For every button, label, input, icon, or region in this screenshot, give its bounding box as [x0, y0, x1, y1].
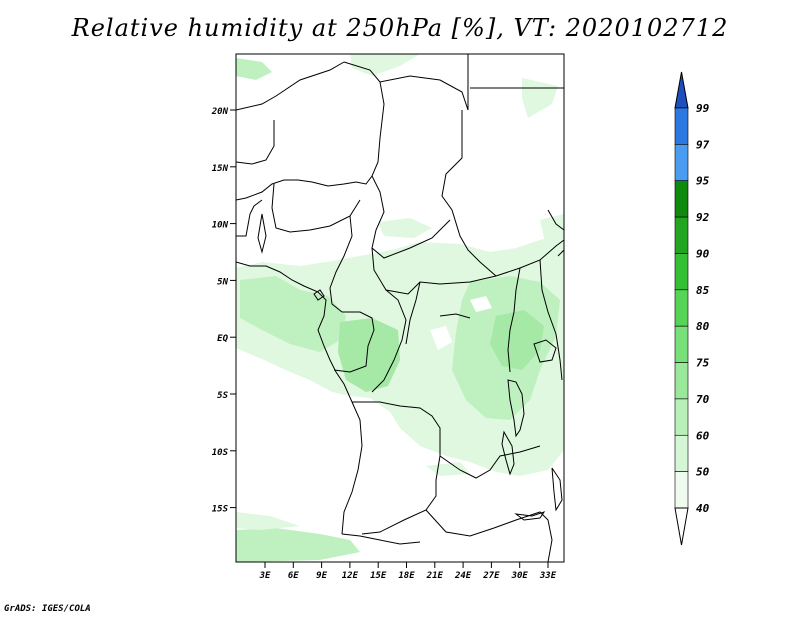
- shade-patch-sw: [236, 528, 360, 562]
- island-bioko: [313, 289, 325, 301]
- border-angola-zambia: [361, 455, 441, 535]
- lat-label: 15N: [212, 164, 229, 174]
- border-drc-zambia: [439, 445, 541, 479]
- shade-hole-1: [430, 326, 452, 350]
- border-misc-1: [405, 281, 421, 345]
- lon-label: 33E: [539, 571, 557, 581]
- border-north-3: [379, 54, 469, 111]
- lat-label: 20N: [211, 107, 229, 117]
- lat-label: 10N: [212, 221, 229, 231]
- colorbar-segment: [674, 471, 689, 509]
- border-namibia: [341, 533, 421, 545]
- lat-label: 10S: [212, 448, 229, 458]
- colorbar-segment: [674, 144, 689, 182]
- colorbar-segment: [674, 289, 689, 327]
- lon-label: 24E: [454, 571, 472, 581]
- border-east-2: [507, 267, 521, 373]
- lon-label: 18E: [398, 571, 415, 581]
- lake-kariba: [514, 511, 546, 521]
- lon-label: 30E: [511, 571, 529, 581]
- colorbar-label: 80: [696, 320, 710, 333]
- lon-label: 27E: [482, 571, 500, 581]
- shade-patch-nw: [236, 58, 272, 80]
- border-angola-south: [341, 401, 363, 535]
- lon-label: 6E: [288, 571, 299, 581]
- longitude-axis: 3E 6E 9E 12E 15E 18E 21E 24E 27E 30E 33E: [259, 562, 557, 581]
- border-car: [371, 239, 564, 295]
- lake-tanganyika: [501, 430, 515, 476]
- shade-patch-n: [350, 54, 420, 76]
- shade-east-strong: [490, 310, 544, 370]
- border-west-1: [236, 199, 263, 237]
- border-car-drc: [371, 289, 407, 393]
- colorbar-label: 85: [696, 284, 710, 297]
- colorbar-bottom-arrow: [674, 507, 689, 546]
- humidity-shading: [236, 54, 564, 562]
- colorbar-segment: [674, 398, 689, 436]
- shade-hole-2: [470, 296, 492, 312]
- colorbar: 99 97 95 92 90 85 80 75 70 60 50 40: [674, 71, 710, 546]
- colorbar-label: 92: [696, 211, 710, 224]
- map-title: Relative humidity at 250hPa [%], VT: 202…: [71, 14, 729, 42]
- colorbar-label: 97: [696, 138, 710, 151]
- lake-malawi: [551, 467, 563, 512]
- colorbar-segment: [674, 253, 689, 291]
- border-cameroon: [329, 215, 353, 313]
- shade-patch-ne: [522, 78, 558, 118]
- colorbar-label: 60: [696, 429, 710, 442]
- border-west-2: [236, 120, 275, 165]
- border-gabon-congo: [333, 311, 375, 373]
- colorbar-segment: [674, 180, 689, 218]
- border-west-coast: [236, 261, 353, 403]
- border-niger-nigeria: [271, 183, 361, 233]
- shade-patch-sudan: [540, 214, 564, 246]
- colorbar-label: 99: [696, 102, 710, 115]
- lon-label: 12E: [342, 571, 359, 581]
- border-misc-3: [557, 249, 564, 257]
- colorbar-segment: [674, 107, 689, 145]
- border-north-2: [236, 61, 385, 201]
- shade-patch-sw2: [236, 512, 300, 530]
- colorbar-label: 95: [696, 175, 710, 188]
- map-frame: [235, 53, 565, 563]
- lon-label: 15E: [370, 571, 387, 581]
- lat-label: 15S: [212, 505, 229, 515]
- colorbar-segment: [674, 216, 689, 254]
- border-north-1: [236, 61, 345, 111]
- border-misc-2: [439, 313, 471, 319]
- lon-label: 21E: [426, 571, 444, 581]
- country-borders: [236, 54, 564, 562]
- lat-label: EQ: [217, 334, 228, 344]
- colorbar-top-arrow: [674, 71, 689, 109]
- colorbar-segment: [674, 325, 689, 363]
- border-zambia-south: [425, 509, 553, 562]
- coast-east-lakes: [507, 379, 525, 438]
- lon-label: 3E: [259, 571, 271, 581]
- lake-volta-like: [257, 213, 267, 254]
- lon-label: 9E: [316, 571, 327, 581]
- border-drc-angola: [352, 401, 441, 456]
- border-east-3: [547, 209, 564, 231]
- lat-label: 5N: [217, 277, 228, 287]
- colorbar-segment: [674, 434, 689, 472]
- latitude-axis: 20N 15N 10N 5N EQ 5S 10S 15S: [211, 107, 236, 515]
- colorbar-label: 40: [696, 502, 710, 515]
- colorbar-label: 50: [696, 466, 710, 479]
- grads-credit: GrADS: IGES/COLA: [4, 604, 91, 614]
- border-chad-sudan: [441, 110, 497, 277]
- lat-label: 5S: [217, 391, 228, 401]
- shade-center-core: [338, 318, 400, 392]
- colorbar-label: 75: [696, 357, 710, 370]
- coast-east-lakes-2: [533, 339, 557, 363]
- border-east-1: [539, 259, 563, 381]
- colorbar-label: 90: [696, 247, 710, 260]
- shade-patch-s: [426, 462, 470, 476]
- colorbar-segment: [674, 362, 689, 400]
- shade-patch-chad: [378, 218, 432, 238]
- colorbar-label: 70: [696, 393, 710, 406]
